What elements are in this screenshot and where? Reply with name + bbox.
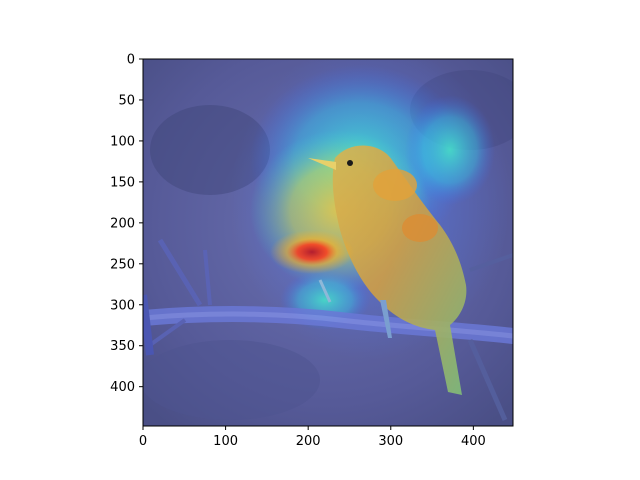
x-tick-label: 400	[461, 434, 486, 449]
heatmap-image	[143, 59, 513, 426]
x-tick-label: 100	[213, 434, 238, 449]
x-tick-label: 0	[139, 434, 147, 449]
y-tick-label: 100	[110, 134, 135, 149]
y-tick-label: 50	[118, 93, 135, 108]
x-tick-label: 300	[378, 434, 403, 449]
y-tick-label: 250	[110, 257, 135, 272]
branch	[143, 238, 513, 422]
y-axis: 0 50 100 150 200 250 300 350 400	[110, 53, 143, 395]
bird	[308, 145, 467, 395]
y-tick-label: 300	[110, 298, 135, 313]
x-axis: 0 100 200 300 400	[139, 426, 486, 449]
y-tick-label: 400	[110, 380, 135, 395]
plot-frame	[142, 58, 514, 427]
y-tick-label: 200	[110, 216, 135, 231]
y-tick-label: 350	[110, 339, 135, 354]
x-tick-label: 200	[296, 434, 321, 449]
y-tick-label: 0	[127, 53, 135, 68]
heatmap-hotspot	[270, 230, 354, 274]
y-tick-label: 150	[110, 175, 135, 190]
